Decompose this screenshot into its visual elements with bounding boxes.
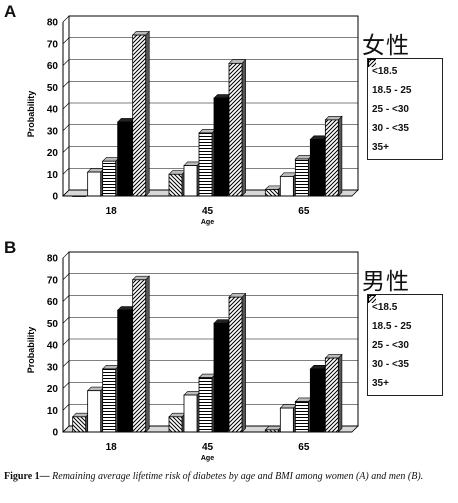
chart-panel-men: 0 10 20 30 40 50 60 70 80 Probability 18 45 65 Age B …	[0, 236, 458, 468]
legend-label: 30 - <35	[372, 123, 409, 134]
y-tick-label: 80	[47, 18, 59, 29]
x-tick-label: 45	[202, 206, 214, 217]
bar	[72, 416, 87, 433]
bar-side	[145, 30, 150, 197]
legend-label: <18.5	[372, 66, 398, 77]
x-tick-label: 65	[298, 442, 310, 453]
bar	[294, 401, 309, 433]
bar-side	[241, 59, 246, 197]
legend-label: <18.5	[372, 302, 398, 313]
caption-label: Figure 1—	[4, 471, 50, 482]
bar	[213, 97, 228, 197]
bar-chart-men: 0 10 20 30 40 50 60 70 80 Probability 18 45 65 Age	[26, 251, 359, 462]
figure-caption: Figure 1— Remaining average lifetime ris…	[4, 470, 454, 484]
legend-item: 18.5 - 25	[368, 295, 438, 336]
y-tick-label: 0	[52, 428, 58, 439]
legend-label: 35+	[372, 378, 389, 389]
legend-item: 35+	[368, 59, 438, 157]
y-tick-label: 10	[47, 170, 59, 181]
y-tick-label: 20	[47, 384, 59, 395]
y-tick-label: 60	[47, 297, 59, 308]
legend-item: 35+	[368, 295, 438, 393]
legend-label: 25 - <30	[372, 340, 409, 351]
legend-item: 30 - <35	[368, 59, 438, 138]
bar	[309, 368, 324, 433]
legend-label: 18.5 - 25	[372, 85, 412, 96]
panel-label: A	[4, 2, 17, 21]
bar-chart-women: 0 10 20 30 40 50 60 70 80 Probability 18 45 65 Age	[26, 15, 359, 226]
legend-item: 18.5 - 25	[368, 59, 438, 100]
bar	[279, 176, 294, 197]
y-tick-label: 20	[47, 148, 59, 159]
sex-label-men: 男性	[362, 269, 410, 295]
y-tick-label: 40	[47, 341, 59, 352]
bar	[183, 394, 198, 433]
y-tick-label: 0	[52, 192, 58, 203]
y-tick-label: 40	[47, 105, 59, 116]
bar	[228, 62, 243, 197]
legend-swatch	[368, 295, 376, 303]
bar	[132, 34, 147, 197]
bar	[324, 119, 339, 197]
y-tick-label: 50	[47, 83, 59, 94]
x-tick-label: 65	[298, 206, 310, 217]
y-tick-label: 80	[47, 254, 59, 265]
sex-label-women: 女性	[362, 33, 410, 59]
bar	[102, 368, 117, 433]
y-axis-label: Probability	[26, 91, 36, 138]
y-tick-label: 30	[47, 126, 59, 137]
bar-side	[145, 275, 150, 433]
bar	[168, 416, 183, 433]
legend-item: 30 - <35	[368, 295, 438, 374]
legend-label: 35+	[372, 142, 389, 153]
bar-side	[338, 353, 343, 433]
legend-item: 25 - <30	[368, 295, 438, 355]
legend-item: <18.5	[368, 295, 438, 317]
bar	[198, 377, 213, 433]
chart-panel-women: 0 10 20 30 40 50 60 70 80 Probability 18 45 65 Age A …	[0, 0, 458, 232]
legend-item: <18.5	[368, 59, 438, 81]
bar	[279, 407, 294, 433]
x-tick-label: 18	[106, 206, 118, 217]
bar	[198, 132, 213, 197]
panel-label: B	[4, 238, 17, 257]
legend-swatch	[368, 59, 376, 67]
y-tick-label: 70	[47, 39, 59, 50]
y-tick-label: 60	[47, 61, 59, 72]
legend-label: 30 - <35	[372, 359, 409, 370]
bar	[87, 171, 102, 197]
caption-text: Remaining average lifetime risk of diabe…	[52, 471, 424, 482]
bar	[87, 390, 102, 433]
y-tick-label: 30	[47, 362, 59, 373]
bar	[102, 160, 117, 197]
bar-side	[338, 115, 343, 197]
legend-item: 25 - <30	[368, 59, 438, 119]
bar	[309, 139, 324, 197]
bar	[117, 121, 132, 197]
bar	[132, 279, 147, 433]
x-tick-label: 18	[106, 442, 118, 453]
y-tick-label: 50	[47, 319, 59, 330]
legend-label: 18.5 - 25	[372, 321, 412, 332]
bar	[183, 165, 198, 197]
legend: <18.5 18.5 - 25 25 - <30 30 - <35 35+	[367, 294, 443, 396]
bar	[264, 189, 279, 197]
bar	[294, 158, 309, 197]
y-tick-label: 70	[47, 275, 59, 286]
bar	[117, 309, 132, 433]
x-tick-label: 45	[202, 442, 214, 453]
x-axis-label: Age	[201, 219, 214, 226]
y-axis-label: Probability	[26, 327, 36, 374]
legend-label: 25 - <30	[372, 104, 409, 115]
bar	[213, 322, 228, 433]
x-axis-label: Age	[201, 455, 214, 462]
bar	[324, 357, 339, 433]
bar	[168, 173, 183, 197]
bar	[228, 296, 243, 433]
legend: <18.5 18.5 - 25 25 - <30 30 - <35 35+	[367, 58, 443, 160]
y-tick-label: 10	[47, 406, 59, 417]
bar-side	[241, 292, 246, 433]
